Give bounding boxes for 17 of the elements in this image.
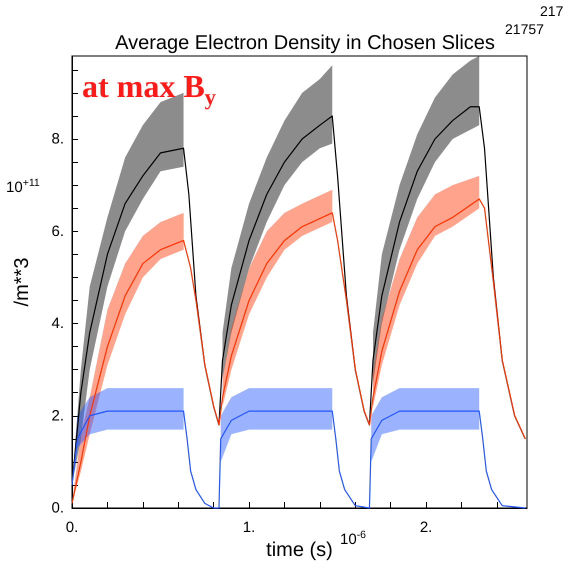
- chart-title: Average Electron Density in Chosen Slices: [115, 32, 495, 54]
- text: 10$^{+11}$: [6, 177, 40, 196]
- x-axis-title: time (s): [266, 538, 333, 561]
- y-tick-label: 8.: [51, 130, 64, 148]
- y-tick-label: 4.: [51, 315, 64, 332]
- y-tick-label: 2.: [51, 407, 64, 424]
- x-tick-label: 1.: [242, 519, 256, 536]
- text: 21757: [505, 21, 544, 37]
- annotation: at max B$_{y}$: [82, 68, 216, 110]
- line-series: [71, 198, 526, 504]
- text: 217: [540, 3, 564, 19]
- y-tick-label: 0.: [51, 500, 64, 516]
- x-tick-label: 0.: [66, 519, 78, 536]
- y-axis-title: /m**3: [11, 258, 33, 306]
- x-tick-label: 2.: [420, 519, 432, 536]
- y-tick-label: 6.: [51, 222, 64, 240]
- text: 10$^{-6}$: [340, 529, 366, 548]
